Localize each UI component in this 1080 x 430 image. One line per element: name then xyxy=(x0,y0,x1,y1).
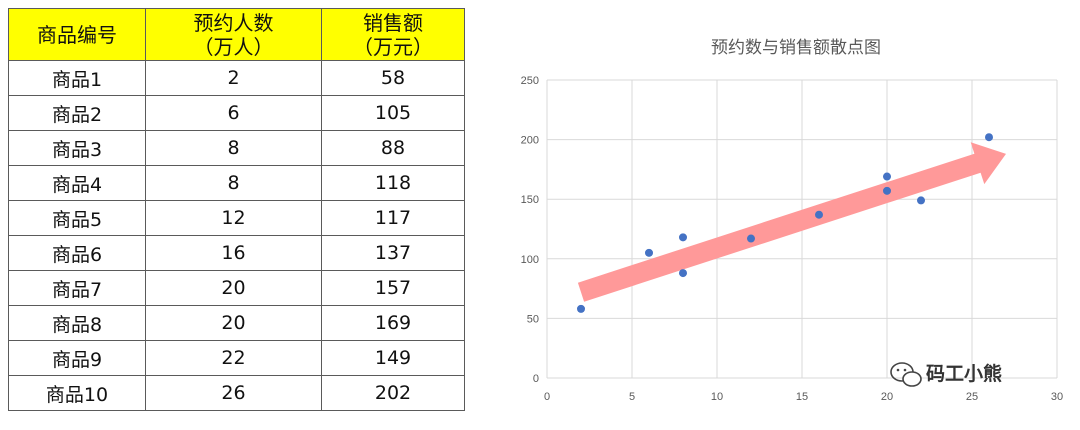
x-tick-label: 0 xyxy=(544,391,550,403)
y-tick-label: 100 xyxy=(521,254,539,266)
watermark: 码工小熊 xyxy=(890,362,1002,387)
scatter-point xyxy=(883,186,891,195)
chart-grid xyxy=(546,79,1058,379)
scatter-point xyxy=(985,133,993,142)
cell-sales: 157 xyxy=(321,270,465,306)
trend-arrow-layer xyxy=(577,142,1006,302)
y-tick-label: 0 xyxy=(533,373,539,385)
cell-reservations: 12 xyxy=(145,200,322,236)
data-points xyxy=(577,133,993,313)
table-row: 商品7 20 157 xyxy=(8,270,465,306)
scatter-point xyxy=(883,172,891,181)
x-tick-label: 30 xyxy=(1051,391,1063,403)
cell-product: 商品5 xyxy=(8,200,146,236)
cell-sales: 202 xyxy=(321,375,465,411)
scatter-point xyxy=(645,248,653,257)
x-tick-label: 10 xyxy=(711,391,723,403)
table-row: 商品2 6 105 xyxy=(8,95,465,131)
data-table: 商品编号 预约人数 （万人） 销售额 （万元） 商品1 2 58 商品2 6 105 商… xyxy=(8,8,465,411)
scatter-point xyxy=(747,234,755,243)
table-row: 商品9 22 149 xyxy=(8,340,465,376)
cell-sales: 137 xyxy=(321,235,465,271)
cell-product: 商品1 xyxy=(8,60,146,96)
scatter-point xyxy=(917,196,925,205)
wechat-icon xyxy=(890,362,922,387)
cell-product: 商品2 xyxy=(8,95,146,131)
cell-reservations: 22 xyxy=(145,340,322,376)
cell-product: 商品8 xyxy=(8,305,146,341)
cell-reservations: 6 xyxy=(145,95,322,131)
cell-product: 商品7 xyxy=(8,270,146,306)
cell-sales: 88 xyxy=(321,130,465,166)
cell-reservations: 20 xyxy=(145,305,322,341)
cell-sales: 105 xyxy=(321,95,465,131)
cell-sales: 117 xyxy=(321,200,465,236)
cell-reservations: 2 xyxy=(145,60,322,96)
header-product-id: 商品编号 xyxy=(8,8,146,61)
table-row: 商品1 2 58 xyxy=(8,60,465,96)
scatter-point xyxy=(679,269,687,278)
x-tick-label: 15 xyxy=(796,391,808,403)
chart-title: 预约数与销售额散点图 xyxy=(711,38,881,58)
watermark-text: 码工小熊 xyxy=(926,362,1002,385)
cell-sales: 169 xyxy=(321,305,465,341)
x-axis-ticks: 0 5 10 15 20 25 30 xyxy=(544,391,1063,403)
cell-product: 商品4 xyxy=(8,165,146,201)
cell-reservations: 8 xyxy=(145,130,322,166)
cell-reservations: 20 xyxy=(145,270,322,306)
x-tick-label: 20 xyxy=(881,391,893,403)
cell-reservations: 16 xyxy=(145,235,322,271)
x-tick-label: 5 xyxy=(629,391,635,403)
table-row: 商品8 20 169 xyxy=(8,305,465,341)
header-reservations: 预约人数 （万人） xyxy=(145,8,322,61)
cell-reservations: 26 xyxy=(145,375,322,411)
table-row: 商品3 8 88 xyxy=(8,130,465,166)
table-header-row: 商品编号 预约人数 （万人） 销售额 （万元） xyxy=(8,8,465,61)
y-tick-label: 200 xyxy=(521,135,539,147)
cell-sales: 58 xyxy=(321,60,465,96)
cell-sales: 118 xyxy=(321,165,465,201)
cell-product: 商品10 xyxy=(8,375,146,411)
scatter-point xyxy=(577,304,585,313)
x-tick-label: 25 xyxy=(966,391,978,403)
header-sales: 销售额 （万元） xyxy=(321,8,465,61)
y-tick-label: 50 xyxy=(527,313,539,325)
y-tick-label: 150 xyxy=(521,194,539,206)
table-row: 商品6 16 137 xyxy=(8,235,465,271)
cell-sales: 149 xyxy=(321,340,465,376)
y-axis-ticks: 0 50 100 150 200 250 xyxy=(521,75,539,385)
cell-reservations: 8 xyxy=(145,165,322,201)
y-tick-label: 250 xyxy=(521,75,539,87)
cell-product: 商品6 xyxy=(8,235,146,271)
table-row: 商品4 8 118 xyxy=(8,165,465,201)
cell-product: 商品3 xyxy=(8,130,146,166)
table-row: 商品10 26 202 xyxy=(8,375,465,411)
table-row: 商品5 12 117 xyxy=(8,200,465,236)
scatter-point xyxy=(815,210,823,219)
cell-product: 商品9 xyxy=(8,340,146,376)
trend-arrow xyxy=(577,142,1006,302)
scatter-point xyxy=(679,233,687,242)
